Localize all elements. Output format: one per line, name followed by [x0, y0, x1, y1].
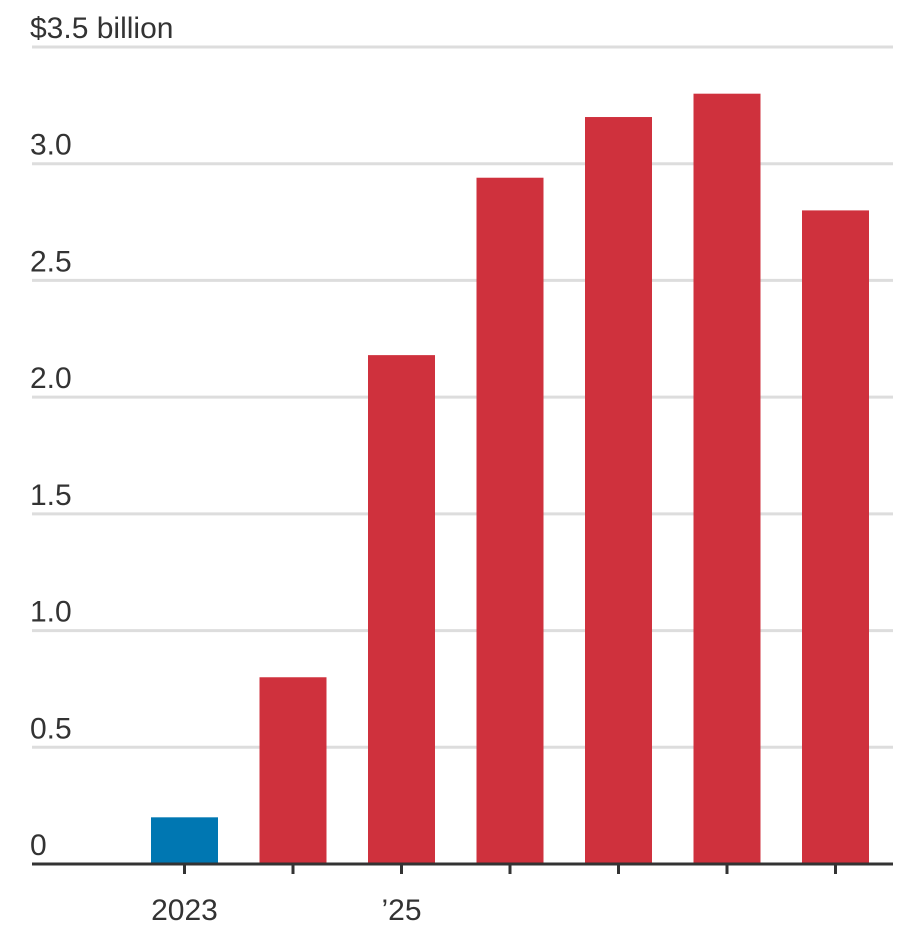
bar — [585, 117, 652, 865]
gridlines — [32, 45, 893, 749]
x-tick-label: ’25 — [381, 894, 421, 927]
y-tick-label: 0.5 — [30, 712, 72, 745]
y-tick-label: 2.5 — [30, 245, 72, 278]
bar — [368, 355, 435, 864]
y-tick-label: 1.5 — [30, 479, 72, 512]
y-tick-label: 0 — [30, 829, 47, 862]
y-tick-label: 2.0 — [30, 362, 72, 395]
bar — [693, 93, 761, 864]
x-axis — [32, 862, 893, 874]
bar — [476, 177, 544, 865]
bar — [151, 817, 218, 864]
y-axis-tick-labels: 0 0.5 1.0 1.5 2.0 2.5 3.0 $3.5 billion — [30, 12, 173, 862]
bar — [259, 677, 327, 864]
y-tick-label: 1.0 — [30, 596, 72, 629]
bar — [802, 210, 869, 864]
y-tick-label: $3.5 billion — [30, 12, 173, 45]
y-tick-label: 3.0 — [30, 129, 72, 162]
x-tick-label: 2023 — [151, 894, 218, 927]
x-axis-tick-labels: 2023 ’25 — [151, 894, 421, 927]
bars — [151, 93, 869, 865]
